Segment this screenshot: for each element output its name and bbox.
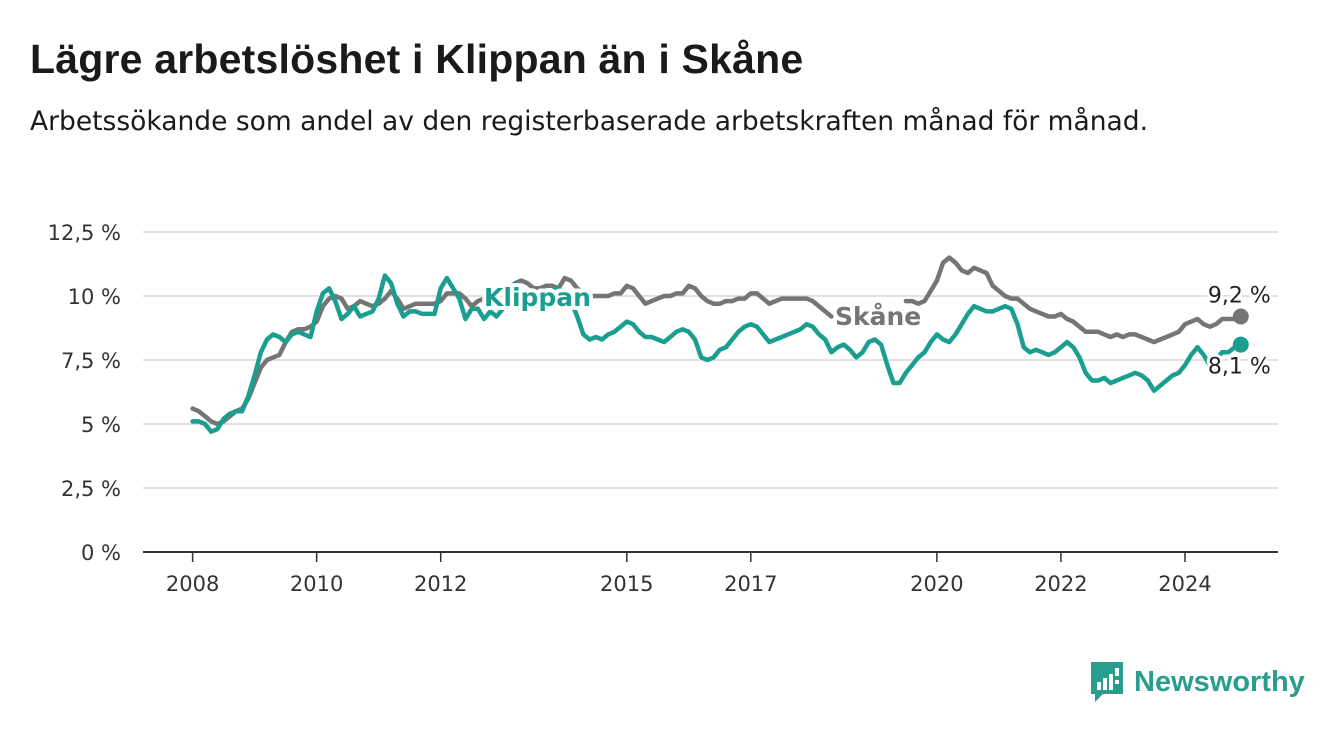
series-line-klippan bbox=[190, 273, 1244, 434]
newsworthy-brand[interactable]: Newsworthy bbox=[1089, 660, 1305, 704]
x-tick-label: 2008 bbox=[166, 572, 219, 596]
y-axis-ticks: 0 % 2,5 % 5 % 7,5 % 10 % 12,5 % bbox=[48, 221, 121, 565]
series-line-sk-ne bbox=[903, 255, 1244, 345]
chart-subtitle: Arbetssökande som andel av den registerb… bbox=[30, 106, 1149, 137]
end-value-klippan: 8,1 % bbox=[1208, 355, 1271, 380]
x-tick-label: 2010 bbox=[290, 572, 343, 596]
series-name-klippan: Klippan bbox=[484, 283, 591, 312]
end-point-klippan bbox=[1232, 336, 1249, 353]
x-tick-label: 2015 bbox=[600, 572, 653, 596]
x-axis-ticks: 2008 2010 2012 2015 2017 2020 2022 2024 bbox=[166, 552, 1212, 596]
y-tick-label: 0 % bbox=[81, 541, 121, 565]
y-tick-label: 12,5 % bbox=[48, 221, 121, 245]
y-tick-label: 5 % bbox=[81, 413, 121, 437]
y-tick-label: 2,5 % bbox=[61, 477, 121, 501]
chart-title: Lägre arbetslöshet i Klippan än i Skåne bbox=[30, 36, 804, 82]
series-name-skane: Skåne bbox=[835, 302, 921, 331]
y-tick-label: 7,5 % bbox=[61, 349, 121, 373]
y-tick-label: 10 % bbox=[68, 285, 121, 309]
series-labels: Klippan Skåne 9,2 % 8,1 % bbox=[480, 279, 1274, 383]
end-point-sk-ne bbox=[1232, 308, 1249, 325]
end-value-skane: 9,2 % bbox=[1208, 283, 1271, 308]
grid-lines bbox=[143, 231, 1278, 553]
brand-name: Newsworthy bbox=[1134, 665, 1305, 698]
x-tick-label: 2020 bbox=[910, 572, 963, 596]
x-tick-label: 2024 bbox=[1158, 572, 1211, 596]
newsworthy-logo-icon bbox=[1091, 662, 1123, 702]
x-tick-label: 2022 bbox=[1034, 572, 1087, 596]
series-lines bbox=[190, 255, 1249, 434]
x-tick-label: 2012 bbox=[414, 572, 467, 596]
x-tick-label: 2017 bbox=[724, 572, 777, 596]
